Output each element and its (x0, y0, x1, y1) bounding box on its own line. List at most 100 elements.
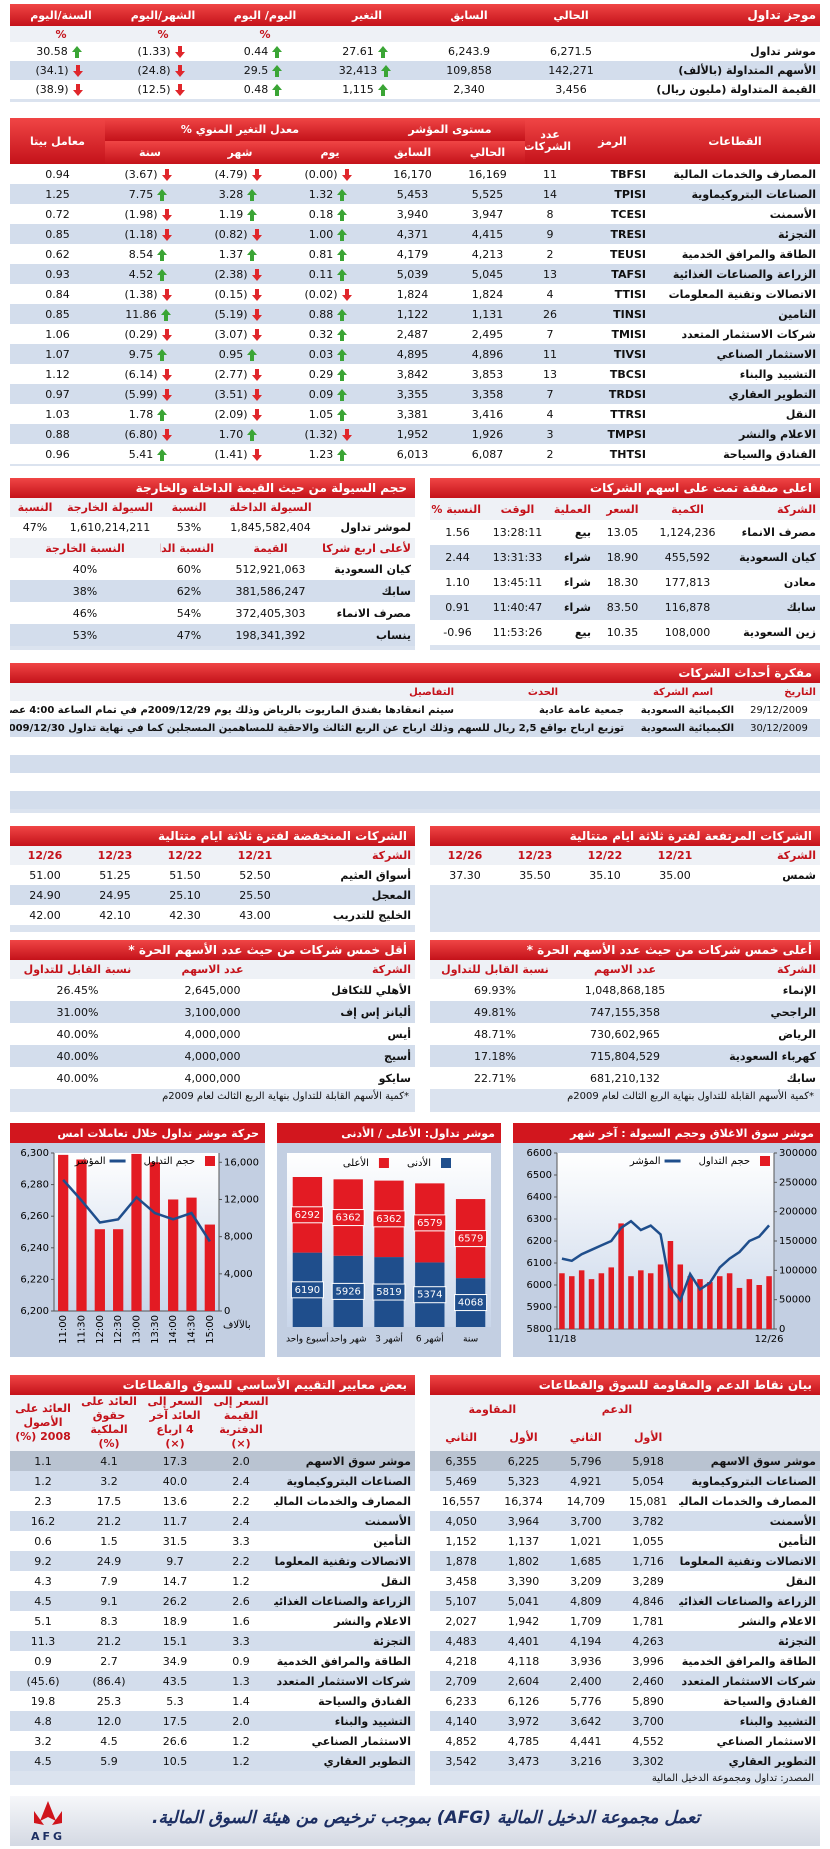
tbody: أسواق العثيم 52.50 51.50 51.25 51.00 المعجل 25… (10, 865, 415, 925)
table-cell: THTSI (575, 444, 650, 464)
arrow-up (337, 388, 348, 401)
cell-value: 1,802 (507, 1554, 540, 1568)
cell-label: توزيع ارباح بواقع 2,5 ريال للسهم الواحد (458, 722, 624, 734)
table-cell: 2.7 (76, 1651, 142, 1671)
table-row: 30/12/2009 الكيميائية السعودية توزيع ارباح… (10, 719, 820, 737)
cell-value: 11:53:26 (492, 626, 543, 639)
cell-value: 1,137 (507, 1534, 540, 1548)
cell-label: الاعلام والنشر (739, 427, 816, 441)
table-row: التطوير العقاري 1.2 10.5 5.9 4.5 (10, 1751, 415, 1771)
legend-label: الأدنى (407, 1156, 431, 1169)
column-header: % (10, 26, 112, 42)
table-row: الفنادق والسياحة THTSI 2 6,087 6,013 1.23 (1.4… (10, 444, 820, 464)
section-title: بيان نقاط الدعم والمقاومة للسوق والقطاعا… (430, 1375, 820, 1395)
cell-value: 4.1 (100, 1454, 118, 1468)
arrow-down (161, 288, 172, 301)
arrow-shape (161, 208, 172, 221)
table-cell: 1,137 (492, 1531, 555, 1551)
cell-value: 13:45:11 (492, 576, 543, 589)
arrow-shape (337, 308, 348, 321)
low-float-section: أقل خمس شركات من حيث عدد الأسهم الحرة * … (10, 940, 415, 1112)
table-cell: 1.5 (76, 1531, 142, 1551)
cell-label: أليانز إس إف (340, 1005, 411, 1019)
table-cell: 14,709 (554, 1491, 617, 1511)
legend-label: حجم التداول (699, 1156, 750, 1167)
cell-label: التشييد والبناء (334, 1714, 411, 1728)
arrow-shape (247, 208, 258, 221)
table-cell: (1.18) (104, 224, 195, 244)
cell-value: 1,124,236 (659, 526, 716, 539)
table-cell: الصناعات البتروكيماوية (679, 1471, 820, 1491)
cell-value: 0.09 (308, 387, 334, 401)
cell-value: 11 (543, 347, 557, 361)
y-tick-label: 6500 (527, 1170, 552, 1181)
arrow-down (161, 168, 172, 181)
cell-label: كيان السعودية (739, 551, 816, 564)
table-cell: (12.5) (112, 80, 214, 99)
cell-value: 54% (176, 606, 202, 620)
cell-label: TIVSI (613, 347, 646, 361)
cell-label: الاتصالات وتقنية المعلومات (679, 1554, 816, 1568)
table-cell: الكيميائية السعودية (628, 701, 738, 719)
cell-label: الاستثمار الصناعي (716, 347, 816, 361)
table-row: 29/12/2009 الكيميائية السعودية جمعية عامة … (10, 701, 820, 719)
table-cell: (6.80) (104, 424, 195, 444)
cell-label: الصناعات البتروكيماوية (286, 1474, 411, 1488)
cell-label: الاعلام والنشر (334, 1614, 411, 1628)
cell-value: 109,858 (446, 64, 492, 77)
table-cell: 1,942 (492, 1611, 555, 1631)
bar (58, 1154, 69, 1311)
column-header: العائد على حقوق الملكية (%) (76, 1395, 142, 1451)
cell-value: 3,381 (396, 407, 429, 421)
x-tick-label: 13:30 (150, 1315, 161, 1344)
trades-section: اعلى صفقة تمت على اسهم الشركات الشركة الك… (430, 478, 820, 650)
table-cell: 4,852 (430, 1731, 493, 1751)
table-cell: 13:45:11 (485, 570, 550, 595)
cell-value: 4,050 (445, 1514, 477, 1528)
bar (697, 1279, 703, 1329)
cell-value: 38% (72, 584, 98, 598)
y-tick-label: 6200 (527, 1236, 552, 1247)
table-cell: 381,586,247 (218, 580, 323, 602)
table-cell: 4,000,000 (145, 1045, 280, 1067)
cell-value: 0.94 (45, 167, 70, 181)
tr: التاريخ اسم الشركة الحدث التفاصيل (10, 683, 820, 701)
table-cell: 1.19 (194, 204, 285, 224)
cell-value: 1,115 (342, 83, 374, 96)
table-cell: 0.84 (10, 284, 105, 304)
arrow-up (337, 448, 348, 461)
table-cell: 1,685 (554, 1551, 617, 1571)
cell-value: 3 (546, 427, 554, 441)
cell-value: 35.00 (659, 868, 691, 882)
cell-label: زين السعودية (743, 626, 816, 639)
table-cell: كيان السعودية (725, 545, 820, 570)
cell-label: جمعية عامة عادية (538, 704, 624, 716)
cell-value: 26.2 (162, 1594, 188, 1608)
cell-value: 42.10 (99, 908, 131, 922)
table-cell: 13:28:11 (485, 520, 550, 545)
cell-label: القيمة المتداولة (مليون ريال) (656, 83, 816, 96)
cell-value: 24.9 (96, 1554, 122, 1568)
table-cell: 9.7 (142, 1551, 208, 1571)
cell-value: (1.98) (124, 207, 158, 221)
cell-value: 5,453 (396, 187, 429, 201)
logo-text: AFG (31, 1830, 65, 1843)
table-cell: 4 (525, 284, 575, 304)
table-cell: 0.95 (194, 344, 285, 364)
cell-value: 13 (543, 267, 557, 281)
y-tick-label: 6,280 (20, 1180, 49, 1191)
cell-value: 37.30 (449, 868, 481, 882)
table-cell: سيتم انعقادها بفندق الماريوت بالرياض وذل… (10, 701, 458, 719)
cell-value: 4,263 (632, 1634, 664, 1648)
cell-value: 0.88 (308, 307, 334, 321)
arrow-up (381, 65, 392, 77)
table-cell: (2.09) (194, 404, 285, 424)
arrow-up (377, 84, 388, 96)
cell-label: النقل (785, 1574, 816, 1588)
arrow-shape (381, 65, 392, 77)
cell-value: (2.77) (214, 367, 248, 381)
cell-value: 3,700 (632, 1714, 664, 1728)
arrow-up (247, 188, 258, 201)
line (62, 1179, 211, 1243)
cell-label: THTSI (609, 447, 646, 461)
